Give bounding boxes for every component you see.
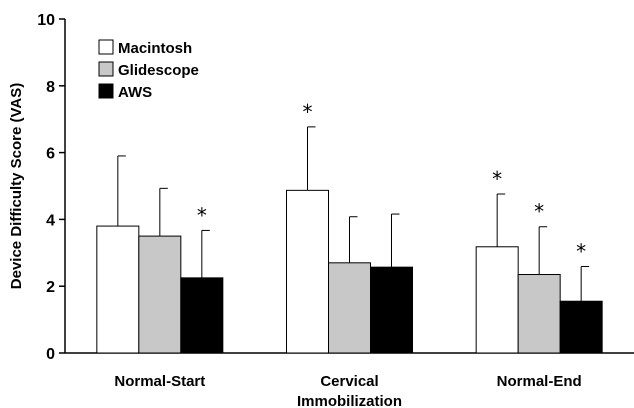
x-category-label: Cervical: [320, 373, 378, 390]
x-category-label: Normal-End: [497, 373, 582, 390]
bar: [559, 300, 603, 354]
bar: [370, 266, 413, 354]
bars: [96, 189, 603, 354]
x-category-label: Immobilization: [297, 393, 402, 408]
x-axis: Normal-Start Cervical Immobilization Normal…: [65, 352, 634, 408]
bar: [475, 246, 519, 354]
error-bars: [117, 126, 590, 302]
y-tick-label: 4: [46, 212, 55, 229]
bar: [517, 274, 561, 354]
legend-label: AWS: [118, 84, 152, 101]
bar: [328, 262, 371, 354]
legend-swatch: [98, 39, 114, 55]
legend-label: Glidescope: [118, 62, 199, 79]
legend-label: Macintosh: [118, 40, 192, 57]
significance-star: *: [492, 167, 502, 191]
significance-markers: * * * * *: [197, 100, 586, 264]
y-tick-label: 10: [37, 12, 55, 29]
y-tick-label: 6: [46, 146, 55, 163]
y-axis-label: Device Difficulty Score (VAS): [8, 83, 25, 289]
y-tick-label: 0: [46, 346, 55, 363]
legend-swatch: [98, 83, 114, 99]
significance-star: *: [197, 203, 207, 227]
legend-swatch: [98, 61, 114, 77]
significance-star: *: [534, 200, 544, 224]
legend: Macintosh Glidescope AWS: [98, 39, 199, 101]
significance-star: *: [576, 239, 586, 263]
bar: [138, 235, 182, 354]
y-tick-label: 2: [46, 279, 55, 296]
y-axis: 0 2 4 6 8 10: [37, 12, 66, 363]
y-tick-label: 8: [46, 79, 55, 96]
bar: [96, 225, 140, 354]
bar: [180, 277, 224, 354]
bar: [286, 189, 329, 354]
x-category-label: Normal-Start: [114, 373, 205, 390]
significance-star: *: [303, 100, 313, 124]
